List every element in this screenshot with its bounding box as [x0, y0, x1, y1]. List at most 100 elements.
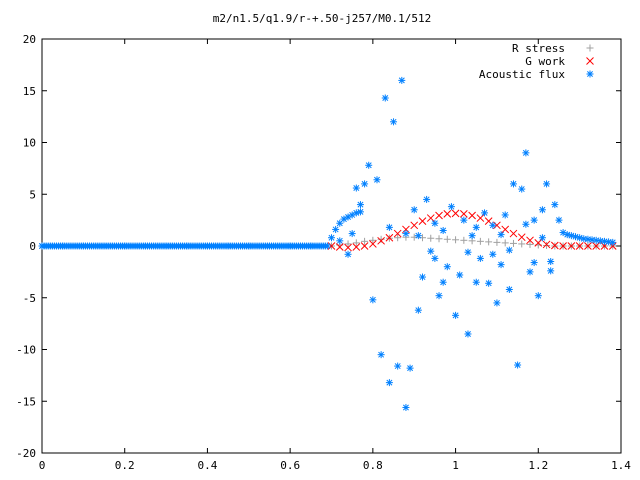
data-point [402, 403, 410, 411]
data-point [406, 364, 414, 372]
data-point [609, 238, 617, 246]
data-point [356, 208, 364, 216]
data-point [518, 240, 526, 248]
data-point [431, 254, 439, 262]
data-point [464, 248, 472, 256]
data-point [435, 235, 443, 243]
data-point [472, 223, 480, 231]
data-point [435, 292, 443, 300]
data-point [352, 239, 360, 247]
data-point [427, 234, 435, 242]
data-point [530, 259, 538, 267]
x-tick-label: 0 [39, 459, 46, 472]
x-tick-label: 0.8 [363, 459, 383, 472]
data-point [335, 243, 344, 251]
data-point [427, 247, 435, 255]
series-acoustic-flux [38, 76, 617, 411]
data-point [361, 237, 369, 245]
data-point [385, 223, 393, 231]
data-point [526, 240, 534, 248]
legend-marker [586, 70, 594, 78]
data-point [497, 261, 505, 269]
y-tick-label: -20 [16, 447, 36, 460]
data-point [443, 210, 452, 218]
data-point [456, 271, 464, 279]
data-point [534, 239, 543, 247]
data-point [344, 240, 352, 248]
data-point [468, 232, 476, 240]
data-point [550, 241, 559, 250]
legend-label: R stress [512, 42, 565, 55]
data-point [522, 220, 530, 228]
data-point [344, 243, 352, 252]
data-point [547, 267, 555, 275]
data-point [543, 180, 551, 188]
data-point [476, 237, 484, 245]
y-tick-label: 15 [23, 85, 36, 98]
y-tick-label: -10 [16, 344, 36, 357]
data-point [426, 214, 435, 222]
data-point [336, 219, 344, 227]
data-point [452, 311, 460, 319]
data-point [592, 242, 601, 250]
data-point [485, 238, 493, 246]
data-point [530, 216, 538, 224]
data-point [344, 250, 352, 258]
data-point [559, 229, 567, 237]
data-point [348, 230, 356, 238]
data-point [398, 76, 406, 84]
x-tick-label: 1 [452, 459, 459, 472]
data-point [472, 278, 480, 286]
y-tick-label: 10 [23, 137, 36, 150]
data-point [431, 219, 439, 227]
data-point [489, 250, 497, 258]
data-point [435, 211, 443, 220]
data-point [328, 234, 335, 242]
data-point [390, 118, 398, 126]
data-point [377, 351, 385, 359]
data-point [501, 211, 509, 219]
data-point [509, 229, 518, 238]
y-tick-label: -5 [23, 292, 36, 305]
x-tick-label: 1.4 [611, 459, 631, 472]
data-point [385, 233, 394, 242]
data-point [394, 234, 402, 242]
data-point [336, 237, 344, 245]
data-point [418, 217, 427, 226]
data-point [555, 216, 563, 224]
data-point [332, 225, 340, 233]
data-point [410, 206, 418, 214]
legend-label: Acoustic flux [479, 68, 565, 81]
data-point [393, 229, 402, 238]
data-point [369, 240, 377, 248]
data-point [447, 203, 455, 211]
data-point [559, 242, 567, 250]
data-point [381, 94, 389, 102]
x-tick-label: 0.2 [115, 459, 135, 472]
series-layer [38, 76, 617, 411]
data-point [493, 299, 501, 307]
y-tick-label: -15 [16, 395, 36, 408]
data-point [459, 210, 468, 218]
legend-marker [586, 44, 594, 52]
data-point [443, 263, 451, 271]
data-point [485, 279, 493, 287]
data-point [464, 330, 472, 338]
data-point [361, 180, 369, 188]
series-g-work [327, 209, 617, 252]
data-point [526, 268, 534, 276]
data-point [321, 242, 329, 250]
data-point [402, 230, 410, 238]
data-point [414, 306, 422, 314]
data-point [460, 216, 468, 224]
x-tick-label: 0.4 [197, 459, 217, 472]
data-point [501, 239, 509, 247]
data-point [352, 184, 360, 192]
data-point [360, 242, 369, 250]
data-point [551, 201, 559, 209]
data-point [514, 361, 522, 369]
data-point [518, 185, 526, 193]
data-point [460, 236, 468, 244]
data-point [385, 379, 393, 387]
